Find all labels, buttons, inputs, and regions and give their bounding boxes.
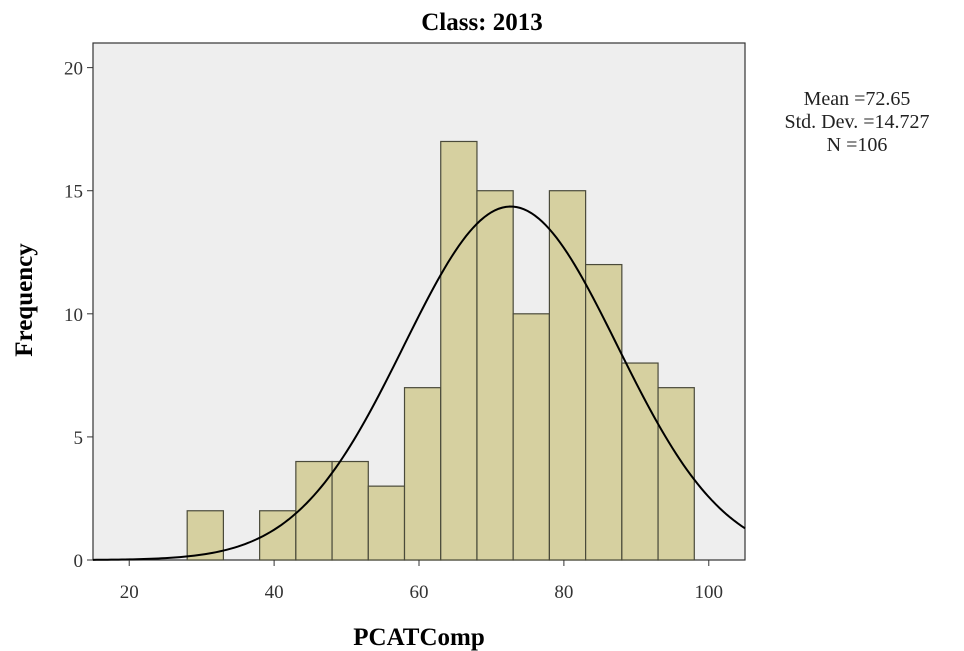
std-dev-text: Std. Dev. =14.727 [784,111,930,133]
histogram-bar-2 [295,460,333,561]
histogram-bar-3 [331,460,369,561]
histogram-bar-9 [548,190,587,561]
normal-curve [92,205,746,561]
x-tick-label: 40 [265,582,284,603]
y-tick-label: 5 [74,428,84,449]
histogram-bar-10 [585,263,623,561]
histogram-bar-4 [367,485,406,561]
y-axis-ticks: 0 5 10 15 20 [64,59,93,572]
y-tick-label: 10 [64,305,83,326]
histogram-bar-12 [657,387,695,561]
y-tick-label: 20 [64,59,83,80]
histogram-bar-5 [403,387,442,561]
mean-text: Mean =72.65 [803,88,911,110]
histogram-bar-7 [476,190,514,561]
x-tick-label: 20 [120,582,139,603]
x-tick-label: 80 [554,582,573,603]
x-axis-label: PCATComp [353,624,484,651]
histogram-bar-6 [440,140,478,561]
x-tick-label: 60 [410,582,429,603]
y-tick-label: 0 [74,551,84,572]
chart-title: Class: 2013 [421,9,543,36]
n-text: N =106 [826,134,888,156]
y-tick-label: 15 [64,182,83,203]
histogram-bars [186,140,695,561]
histogram-bar-8 [512,313,551,561]
stats-box: Mean =72.65 Std. Dev. =14.727 N =106 [757,88,957,157]
histogram-bar-11 [621,362,659,561]
x-axis-ticks: 20 40 60 80 100 [120,560,723,603]
x-tick-label: 100 [695,582,724,603]
y-axis-label: Frequency [11,243,38,357]
